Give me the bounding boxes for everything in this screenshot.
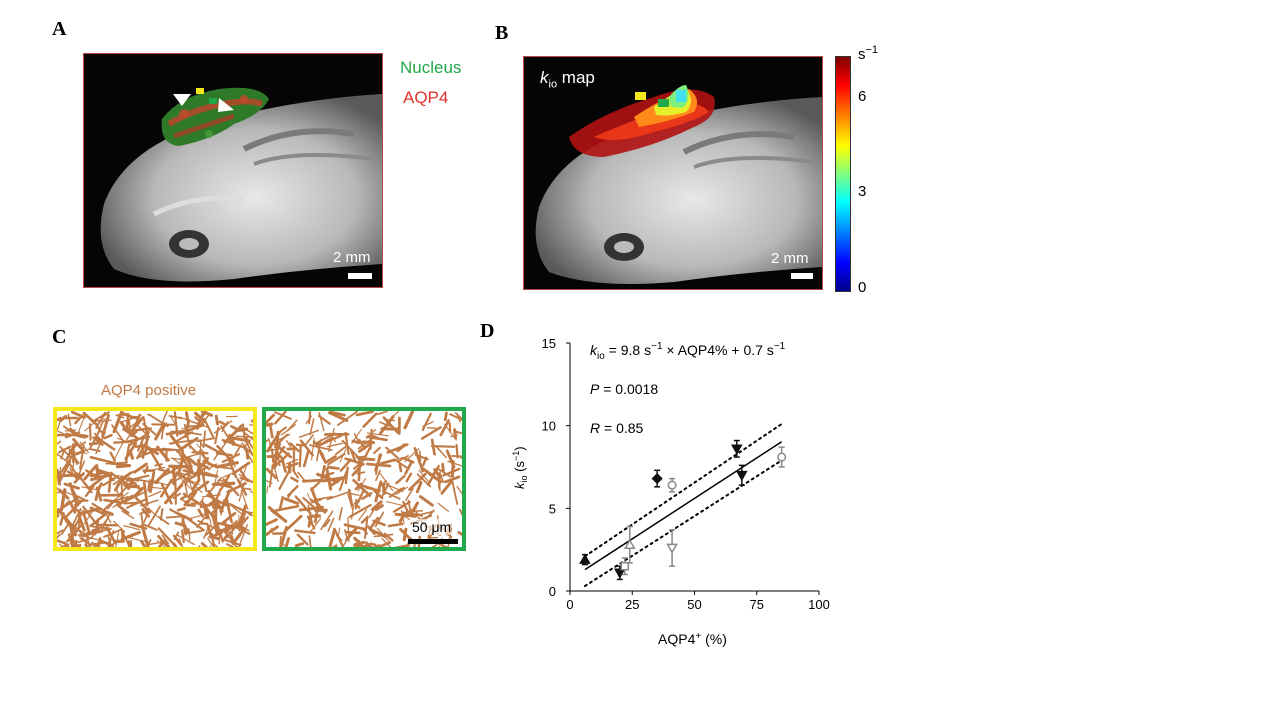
confidence-band-lower [583, 459, 783, 588]
triangle-up-marker [623, 538, 636, 550]
kio-heatmap-overlay [569, 85, 715, 157]
aqp4-positive-label: AQP4 positive [101, 382, 197, 399]
roi-marker-green [658, 99, 669, 107]
mri-brain-scan-a [84, 54, 382, 287]
triangle-down-marker [731, 444, 743, 455]
y-axis-label: kio (s−1) [511, 446, 529, 489]
legend-nucleus: Nucleus [400, 58, 462, 77]
scale-bar-label-c: 50 μm [412, 519, 452, 535]
scale-bar-label-b: 2 mm [771, 250, 809, 267]
triangle-up-marker [579, 553, 591, 564]
colorbar [835, 56, 851, 292]
kio-map-title: kio map [540, 68, 595, 91]
circle-marker [777, 452, 787, 462]
y-tick-label: 15 [542, 336, 556, 351]
x-tick-label: 50 [687, 597, 701, 612]
triangle-down-marker [666, 543, 678, 555]
y-tick-label: 5 [549, 501, 556, 516]
roi-marker-yellow [196, 88, 204, 94]
panel-label-c: C [52, 326, 67, 348]
scale-bar-b [791, 273, 813, 279]
panel-label-d: D [480, 320, 495, 342]
x-tick-label: 75 [750, 597, 764, 612]
confidence-band-upper [583, 423, 783, 558]
panel-label-a: A [52, 18, 67, 40]
data-point [620, 557, 630, 576]
y-tick-label: 0 [549, 584, 556, 599]
data-point [579, 553, 591, 566]
scale-bar-a [348, 273, 372, 279]
data-point [667, 477, 677, 493]
mri-image-b: kio map 2 mm [523, 56, 823, 290]
histology-image-green: 50 μm [262, 407, 466, 551]
x-tick-label: 25 [625, 597, 639, 612]
legend-aqp4: AQP4 [403, 88, 449, 107]
x-tick-label: 100 [808, 597, 830, 612]
colorbar-tick-6: 6 [858, 88, 867, 105]
data-point [623, 525, 636, 564]
colorbar-tick-3: 3 [858, 183, 867, 200]
x-axis-label: AQP4+ (%) [658, 631, 727, 647]
scale-bar-label-a: 2 mm [333, 249, 371, 266]
kio-map-scan [524, 57, 822, 289]
square-marker [620, 561, 630, 571]
arrowhead-icon [173, 94, 191, 106]
data-point [777, 446, 787, 468]
triangle-down-marker [614, 568, 626, 579]
p-value-annotation: P = 0.0018 [590, 381, 658, 397]
colorbar-tick-0: 0 [858, 279, 867, 296]
data-point [731, 439, 743, 458]
histology-image-yellow [53, 407, 257, 551]
equation-annotation: kio = 9.8 s−1 × AQP4% + 0.7 s−1 [590, 341, 786, 362]
data-point [666, 529, 678, 567]
arrowhead-icon [218, 98, 234, 112]
circle-marker [667, 480, 677, 490]
roi-marker-yellow [635, 92, 646, 100]
regression-line [584, 441, 783, 571]
r-value-annotation: R = 0.85 [590, 420, 644, 436]
y-tick-label: 10 [542, 419, 556, 434]
histology-texture [57, 411, 253, 547]
regression-chart: 0 25 50 75 100 0 5 10 15 kio = 9.8 s−1 × AQP4% +… [511, 336, 830, 647]
roi-marker-green [209, 98, 217, 104]
mri-image-a: 2 mm [83, 53, 383, 288]
colorbar-unit: s−1 [858, 44, 879, 63]
diamond-marker [651, 473, 663, 485]
x-tick-label: 0 [566, 597, 573, 612]
scale-bar-c [408, 539, 458, 544]
data-point [736, 464, 748, 486]
data-point [651, 469, 663, 488]
triangle-down-marker [736, 470, 748, 482]
panel-label-b: B [495, 22, 509, 44]
